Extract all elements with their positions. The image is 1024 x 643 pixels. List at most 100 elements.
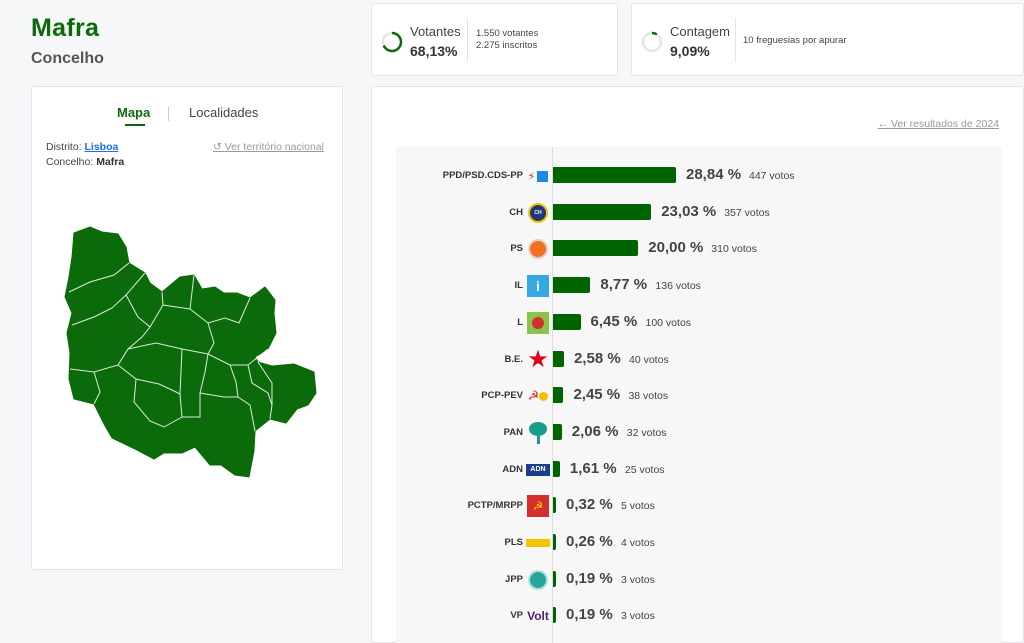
votantes-label: Votantes <box>410 24 461 39</box>
result-bar <box>553 240 639 257</box>
concelho-line: Concelho: Mafra <box>46 156 124 168</box>
result-percentage: 0,19 % <box>566 569 613 587</box>
result-bar <box>553 203 652 220</box>
ps-fist-logo <box>526 237 550 261</box>
party-name: ADN <box>502 463 523 475</box>
undo-icon: ↺ <box>213 141 222 153</box>
result-percentage: 0,26 % <box>566 533 613 550</box>
ver-resultados-label: Ver resultados de 2024 <box>891 118 999 130</box>
result-votes: 357 votos <box>724 206 770 219</box>
page-title: Mafra <box>31 14 100 42</box>
result-votes: 5 votos <box>621 500 655 513</box>
party-name: CH <box>509 206 523 218</box>
pls-logo <box>526 531 550 555</box>
result-votes: 25 votos <box>624 463 665 476</box>
divider <box>735 18 736 62</box>
result-votes: 136 votos <box>655 280 701 293</box>
distrito-line: Distrito: Lisboa <box>46 141 118 153</box>
result-votes: 447 votos <box>749 170 795 182</box>
result-row: PPD/PSD.CDS-PP ⚡ 28,84 % 447 votos <box>372 162 1024 190</box>
mrpp-logo: ☭ <box>526 494 550 518</box>
votantes-progress-ring <box>381 31 403 53</box>
result-row: PCP-PEV ☭ 2,45 % 38 votos <box>372 382 1024 410</box>
tab-divider <box>168 107 169 121</box>
result-votes: 100 votos <box>645 316 692 329</box>
freguesias-por-apurar: 10 freguesias por apurar <box>743 35 847 46</box>
il-logo: i <box>526 274 550 298</box>
votantes-card: Votantes 68,13% 1.550 votantes 2.275 ins… <box>371 3 618 76</box>
result-bar <box>553 167 676 183</box>
result-percentage: 6,45 % <box>590 312 638 330</box>
arrow-left-icon: ← <box>877 118 889 130</box>
distrito-label: Distrito: <box>46 141 82 153</box>
divider <box>467 18 468 62</box>
result-votes: 32 votos <box>626 426 667 439</box>
concelho-label: Concelho: <box>46 156 94 168</box>
party-name: PPD/PSD.CDS-PP <box>442 170 523 181</box>
adn-logo: ADN <box>526 458 550 482</box>
votantes-count: 1.550 votantes <box>476 28 539 39</box>
result-percentage: 8,77 % <box>600 276 648 294</box>
result-bar <box>553 423 562 440</box>
result-percentage: 0,32 % <box>566 496 613 514</box>
result-bar <box>553 534 556 550</box>
votantes-value: 68,13% <box>410 43 458 59</box>
tab-mapa[interactable]: Mapa <box>117 105 151 120</box>
ver-territorio-link[interactable]: ↺ Ver território nacional <box>213 141 324 153</box>
map-region[interactable] <box>64 226 317 478</box>
party-name: VP <box>510 610 523 622</box>
ver-territorio-label: Ver território nacional <box>224 141 324 153</box>
result-bar <box>553 460 560 477</box>
result-percentage: 0,19 % <box>566 606 613 624</box>
result-percentage: 28,84 % <box>686 166 742 183</box>
result-bar <box>553 497 556 514</box>
map-panel: Mapa Localidades Distrito: Lisboa Concel… <box>31 86 343 570</box>
party-name: JPP <box>505 573 523 585</box>
result-votes: 3 votos <box>621 573 655 586</box>
contagem-card: Contagem 9,09% 10 freguesias por apurar <box>631 3 1024 76</box>
result-votes: 310 votos <box>711 243 757 256</box>
active-tab-indicator <box>125 124 145 126</box>
volt-logo: Volt <box>527 609 549 624</box>
results-panel: ← Ver resultados de 2024 PPD/PSD.CDS-PP ⚡… <box>371 86 1024 643</box>
result-row: B.E. ★ 2,58 % 40 votos <box>372 346 1024 374</box>
party-name: IL <box>514 280 523 292</box>
party-name: PAN <box>503 426 523 438</box>
result-row: VP Volt 0,19 % 3 votos <box>372 602 1024 630</box>
result-row: JPP 0,19 % 3 votos <box>372 566 1024 594</box>
result-row: IL i 8,77 % 136 votos <box>372 272 1024 300</box>
cdu-logo: ☭ <box>526 384 550 408</box>
result-percentage: 2,58 % <box>574 349 621 367</box>
result-row: PCTP/MRPP ☭ 0,32 % 5 votos <box>372 492 1024 520</box>
chart-axis <box>552 147 553 643</box>
party-name: PCTP/MRPP <box>467 500 523 512</box>
result-row: L 6,45 % 100 votos <box>372 309 1024 337</box>
result-votes: 3 votos <box>621 610 655 623</box>
tab-localidades[interactable]: Localidades <box>189 105 259 120</box>
ad-logo: ⚡ <box>526 164 550 188</box>
distrito-link[interactable]: Lisboa <box>84 141 119 153</box>
concelho-map[interactable] <box>32 217 344 487</box>
page-subtitle: Concelho <box>31 50 104 67</box>
result-row: CH CH 23,03 % 357 votos <box>372 199 1024 227</box>
result-votes: 38 votos <box>628 390 669 403</box>
inscritos-count: 2.275 inscritos <box>476 40 538 51</box>
concelho-value: Mafra <box>96 156 125 168</box>
result-bar <box>553 313 581 330</box>
result-row: PS 20,00 % 310 votos <box>372 235 1024 263</box>
result-bar <box>553 570 556 587</box>
result-percentage: 23,03 % <box>661 202 717 220</box>
result-percentage: 2,45 % <box>573 386 621 404</box>
result-bar <box>553 277 591 294</box>
party-name: PS <box>510 243 523 255</box>
contagem-value: 9,09% <box>670 43 710 59</box>
party-name: L <box>517 316 523 328</box>
ver-resultados-link[interactable]: ← Ver resultados de 2024 <box>878 118 999 130</box>
result-percentage: 20,00 % <box>648 239 704 257</box>
pan-tree-logo <box>526 421 550 445</box>
result-row: PAN 2,06 % 32 votos <box>372 419 1024 447</box>
party-name: PCP-PEV <box>481 390 523 402</box>
result-percentage: 1,61 % <box>569 459 617 477</box>
result-row: PLS 0,26 % 4 votos <box>372 529 1024 557</box>
contagem-label: Contagem <box>670 24 730 39</box>
